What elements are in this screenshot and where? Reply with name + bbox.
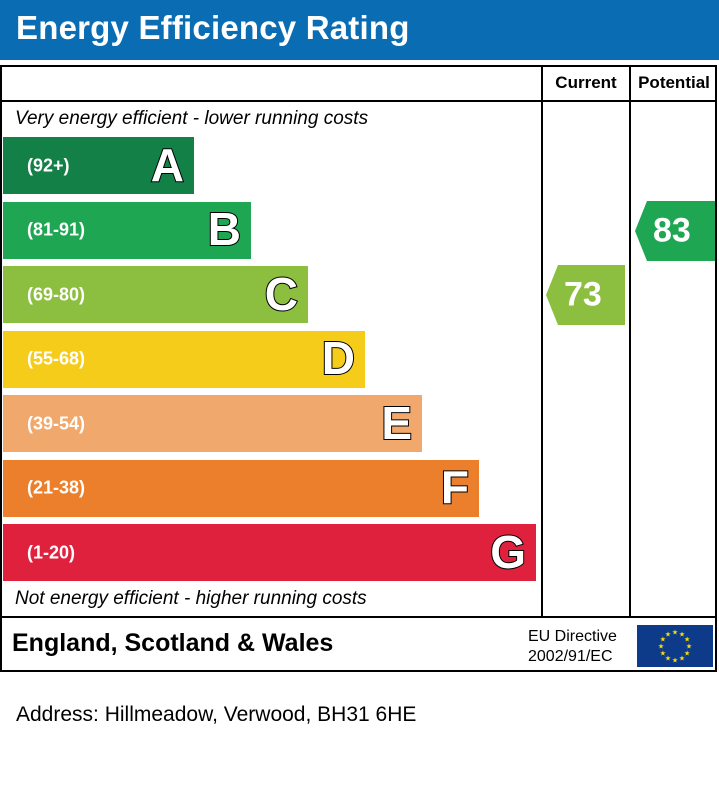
top-caption: Very energy efficient - lower running co… bbox=[15, 108, 369, 129]
band-b: (81-91) B bbox=[3, 201, 251, 259]
current-column-header: Current bbox=[555, 73, 617, 92]
eu-star-icon: ★ bbox=[672, 657, 678, 665]
eu-directive-label: EU Directive 2002/91/EC bbox=[528, 627, 617, 667]
band-letter-label: D bbox=[321, 331, 356, 385]
current-rating-pointer: 73 bbox=[546, 265, 625, 325]
band-letter-label: G bbox=[489, 524, 527, 578]
potential-rating-pointer-value: 83 bbox=[653, 211, 691, 249]
eu-star-icon: ★ bbox=[679, 630, 685, 638]
band-range-label: (81-91) bbox=[27, 219, 86, 240]
eu-star-icon: ★ bbox=[658, 643, 664, 651]
eu-star-icon: ★ bbox=[660, 650, 666, 658]
band-e: (39-54) E bbox=[3, 395, 422, 452]
page-title: Energy Efficiency Rating bbox=[16, 9, 410, 46]
eu-star-icon: ★ bbox=[679, 655, 685, 663]
band-letter-label: F bbox=[440, 460, 470, 514]
band-letter-label: C bbox=[264, 266, 299, 320]
bottom-caption: Not energy efficient - higher running co… bbox=[15, 588, 367, 609]
potential-column-header: Potential bbox=[638, 73, 710, 92]
address-text: Address: Hillmeadow, Verwood, BH31 6HE bbox=[16, 703, 417, 726]
current-rating-pointer-value: 73 bbox=[564, 275, 602, 314]
band-range-label: (1-20) bbox=[27, 542, 76, 562]
band-range-label: (69-80) bbox=[27, 284, 86, 304]
band-a: (92+) A bbox=[3, 137, 194, 194]
column-divider-potential bbox=[629, 65, 631, 618]
rating-frame bbox=[0, 65, 717, 672]
eu-flag-icon: ★ ★ ★ ★ ★ ★ ★ ★ ★ ★ ★ ★ bbox=[637, 625, 713, 667]
band-letter-label: E bbox=[380, 395, 413, 449]
eu-star-icon: ★ bbox=[660, 636, 666, 644]
eu-star-icon: ★ bbox=[665, 655, 671, 663]
band-letter-label: A bbox=[150, 137, 185, 191]
band-f: (21-38) F bbox=[3, 459, 479, 517]
header-bar: Energy Efficiency Rating bbox=[0, 0, 719, 60]
eu-star-icon: ★ bbox=[684, 650, 690, 658]
current-rating-pointer-arrow bbox=[546, 265, 625, 325]
header-row-divider bbox=[0, 100, 717, 102]
band-d: (55-68) D bbox=[3, 330, 365, 388]
eu-directive-line2: 2002/91/EC bbox=[528, 648, 613, 665]
band-range-label: (55-68) bbox=[27, 348, 86, 369]
eu-star-icon: ★ bbox=[684, 636, 690, 644]
region-label: England, Scotland & Wales bbox=[12, 629, 334, 657]
eu-star-icon: ★ bbox=[686, 643, 692, 651]
eu-star-icon: ★ bbox=[665, 630, 671, 638]
band-g: (1-20) G bbox=[3, 524, 536, 581]
band-letter-label: B bbox=[207, 202, 242, 256]
eu-directive-line1: EU Directive bbox=[528, 628, 617, 645]
band-c: (69-80) C bbox=[3, 266, 308, 323]
column-divider-current bbox=[541, 65, 543, 618]
eu-star-icon: ★ bbox=[672, 629, 678, 637]
band-range-label: (21-38) bbox=[27, 477, 86, 498]
band-range-label: (92+) bbox=[27, 155, 70, 175]
band-range-label: (39-54) bbox=[27, 413, 86, 433]
footer-row-divider bbox=[0, 616, 717, 618]
potential-rating-pointer-arrow bbox=[635, 200, 715, 261]
potential-rating-pointer: 83 bbox=[635, 200, 715, 261]
